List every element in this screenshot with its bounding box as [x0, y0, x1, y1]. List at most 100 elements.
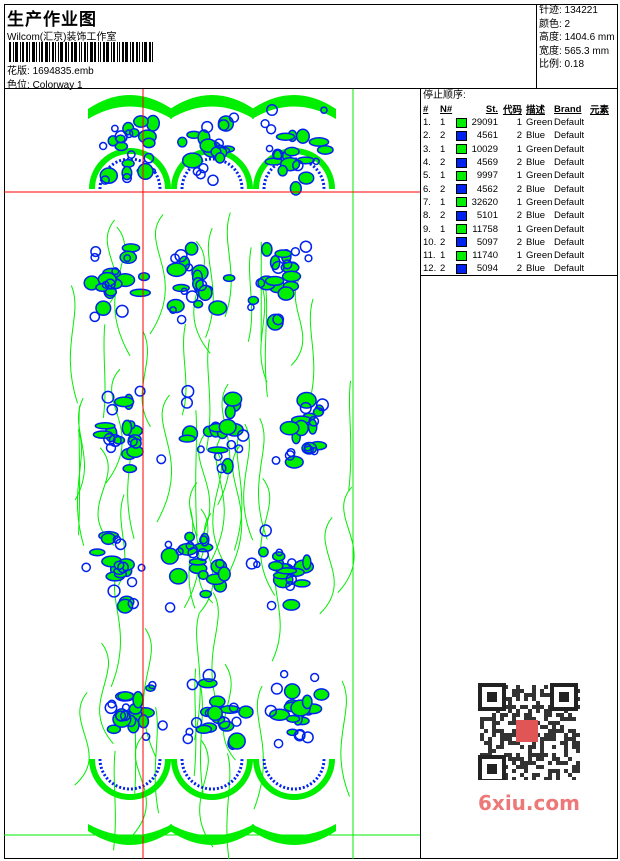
floral-motif: [257, 546, 269, 558]
qr-module: [516, 689, 520, 693]
floral-motif: [275, 548, 284, 557]
qr-module: [536, 773, 540, 777]
row-description: Blue: [526, 183, 546, 195]
stop-row[interactable]: 9. 1 11758 1 Green Default: [421, 222, 617, 235]
qr-module: [568, 729, 572, 733]
qr-module: [536, 757, 540, 761]
qr-module: [528, 709, 532, 713]
stitch-line: [205, 227, 214, 338]
floral-motif: [213, 138, 225, 149]
qr-module: [508, 705, 512, 709]
studio-name: Wilcom(汇京)装饰工作室: [7, 32, 117, 43]
row-index: 9.: [423, 223, 431, 235]
floral-motif: [266, 313, 284, 331]
floral-motif: [266, 104, 279, 117]
floral-motif: [299, 240, 313, 253]
floral-motif: [236, 429, 250, 442]
qr-module: [556, 769, 560, 773]
qr-module: [576, 765, 580, 769]
row-needle: 2: [440, 130, 446, 142]
floral-motif: [178, 434, 196, 443]
stop-row[interactable]: 12. 2 5094 2 Blue Default: [421, 262, 617, 275]
stop-row[interactable]: 3. 1 10029 1 Green Default: [421, 143, 617, 156]
floral-motif: [299, 401, 312, 415]
stop-row[interactable]: 7. 1 32620 1 Green Default: [421, 196, 617, 209]
floral-motif: [213, 451, 223, 462]
qr-module: [564, 741, 568, 745]
floral-motif: [295, 128, 310, 144]
qr-module: [572, 741, 576, 745]
qr-module: [564, 717, 568, 721]
stop-row[interactable]: 11. 1 11740 1 Green Default: [421, 249, 617, 262]
stop-row[interactable]: 1. 1 29091 1 Green Default: [421, 116, 617, 129]
floral-motif: [302, 554, 312, 571]
qr-module: [524, 777, 528, 781]
color-swatch: [456, 237, 467, 248]
floral-motif: [169, 306, 177, 315]
qr-module: [568, 773, 572, 777]
floral-motif: [195, 279, 208, 292]
floral-motif: [190, 716, 203, 729]
stitch-line: [340, 680, 350, 797]
floral-motif: [164, 602, 176, 613]
row-code: 1: [516, 117, 522, 129]
floral-motif: [164, 540, 173, 549]
qr-module: [532, 705, 536, 709]
floral-motif: [312, 157, 320, 166]
stop-row[interactable]: 2. 2 4561 2 Blue Default: [421, 129, 617, 142]
qr-module: [568, 717, 572, 721]
row-index: 4.: [423, 157, 431, 169]
qr-module: [532, 777, 536, 781]
qr-module: [500, 717, 504, 721]
color-swatch: [456, 210, 467, 221]
qr-module: [564, 753, 568, 757]
qr-module: [508, 753, 512, 757]
floral-motif: [107, 584, 121, 598]
floral-motif: [156, 454, 167, 465]
stop-row[interactable]: 5. 1 9997 1 Green Default: [421, 169, 617, 182]
floral-motif: [290, 246, 301, 257]
qr-module: [544, 717, 548, 721]
row-needle: 2: [440, 210, 446, 222]
floral-motif: [271, 260, 285, 274]
row-description: Blue: [526, 130, 546, 142]
floral-motif: [126, 576, 138, 588]
stop-row[interactable]: 6. 2 4562 2 Blue Default: [421, 182, 617, 195]
qr-module: [512, 713, 516, 717]
floral-motif: [304, 254, 313, 263]
floral-motif: [185, 290, 199, 303]
qr-module: [480, 721, 484, 725]
qr-module: [524, 693, 528, 697]
row-description: Blue: [526, 263, 546, 275]
stop-row[interactable]: 8. 2 5101 2 Blue Default: [421, 209, 617, 222]
floral-motif: [279, 669, 289, 679]
color-count: 颜色: 2: [539, 18, 571, 30]
stitch-count: 针迹: 134221: [539, 5, 598, 16]
qr-module: [532, 773, 536, 777]
qr-module: [512, 757, 516, 761]
floral-motif: [307, 418, 318, 435]
floral-motif: [284, 146, 300, 157]
qr-module: [560, 725, 564, 729]
qr-module: [540, 745, 544, 749]
design-preview[interactable]: [4, 89, 421, 859]
qr-module: [516, 685, 520, 689]
stitch-line: [319, 516, 335, 615]
qr-module: [572, 737, 576, 741]
col-needle: N#: [440, 103, 453, 115]
floral-motif: [265, 144, 274, 153]
scallop-border: [88, 824, 172, 845]
row-stitches: 11740: [472, 250, 498, 262]
floral-motif: [143, 152, 155, 164]
stop-row[interactable]: 10. 2 5097 2 Blue Default: [421, 236, 617, 249]
qr-module: [568, 737, 572, 741]
stitch-line: [99, 642, 114, 745]
qr-module: [572, 733, 576, 737]
stop-row[interactable]: 4. 2 4569 2 Blue Default: [421, 156, 617, 169]
qr-module: [532, 693, 536, 697]
col-code: 代码: [502, 105, 522, 116]
floral-motif: [196, 445, 205, 454]
row-index: 5.: [423, 170, 431, 182]
design-value: 1694835.emb: [32, 66, 94, 77]
qr-module: [564, 769, 568, 773]
